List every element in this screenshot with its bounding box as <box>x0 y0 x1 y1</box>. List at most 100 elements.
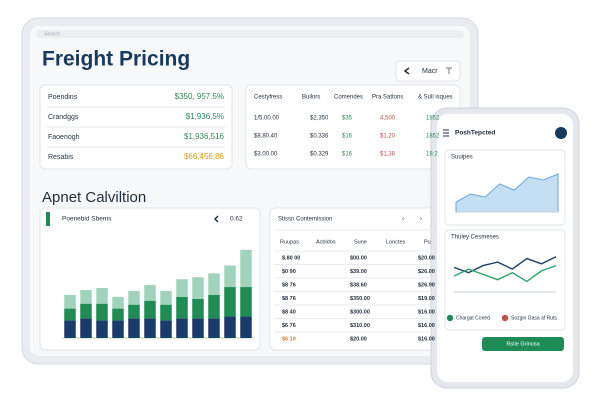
commission-cell: $8 40 <box>282 309 296 315</box>
search-placeholder: Search <box>44 31 60 37</box>
rates-cell: 1852 <box>426 134 440 140</box>
bar-segment <box>112 308 124 321</box>
prev-icon[interactable] <box>214 215 219 223</box>
bar-segment <box>208 318 220 338</box>
bar-segment <box>160 320 172 338</box>
commission-cell: $00.00 <box>350 255 367 261</box>
bar-segment <box>176 279 188 297</box>
bar-segment <box>64 294 76 309</box>
bar-segment <box>96 303 108 321</box>
phone-button-label: Rstie Grinosa <box>506 341 540 347</box>
bar-segment <box>208 294 220 319</box>
volume-card-accent <box>46 212 50 226</box>
rates-cell: 1/5.00.00 <box>254 116 280 122</box>
commission-cell: $300.00 <box>350 309 370 315</box>
legend-label: Chargat Coned <box>456 315 490 321</box>
bar-segment <box>160 304 172 321</box>
rates-header: Comendes <box>334 95 363 101</box>
bar-segment <box>96 288 108 304</box>
commission-cell: $0 90 <box>282 269 296 275</box>
chart-title: Suuipes <box>451 155 473 161</box>
legend-label: Sozgin Gasa af Ruts <box>511 315 557 321</box>
summary-value: $1,936,5% <box>186 112 224 121</box>
menu-button-label: Macr <box>422 68 438 75</box>
bar-segment <box>144 285 156 301</box>
summary-label: Crandggs <box>48 114 79 121</box>
phone-title: PoshTepcted <box>455 130 495 137</box>
commission-cell: $26.00 <box>418 269 435 275</box>
commission-cell: $350.00 <box>350 296 370 302</box>
bar-segment <box>64 308 76 321</box>
rates-cell: $1,38 <box>380 152 396 158</box>
commission-cell: $16.00 <box>418 323 435 329</box>
commission-prev[interactable]: ‹ <box>402 217 404 223</box>
bar-segment <box>160 290 172 305</box>
bar-segment <box>176 318 188 338</box>
bar-segment <box>208 273 220 295</box>
bar-segment <box>192 277 204 299</box>
rates-cell: $3.00.00 <box>254 152 278 158</box>
line-card <box>444 229 566 331</box>
rates-cell: $16 <box>342 152 353 158</box>
bar-segment <box>128 304 140 319</box>
commission-header: Sune <box>354 239 367 245</box>
phone-button[interactable] <box>482 337 564 351</box>
summary-value: $1,936,516 <box>184 132 225 141</box>
commission-cell: $.80 00 <box>282 255 300 261</box>
bar-segment <box>80 289 92 304</box>
rates-header: & Sull isques <box>418 95 453 101</box>
bar-segment <box>176 296 188 319</box>
volume-card <box>39 207 261 351</box>
rates-header: Cestyfress <box>254 95 282 101</box>
line <box>453 256 557 274</box>
commission-cell: $6 76 <box>282 323 296 329</box>
bar-segment <box>80 318 92 338</box>
commission-cell: $16.00 <box>418 336 435 342</box>
rates-cell: $2,350 <box>310 116 329 122</box>
bar-segment <box>224 265 236 288</box>
rates-cell: $0.336 <box>310 134 329 140</box>
rates-cell: $16 <box>342 134 353 140</box>
search-bar[interactable] <box>36 30 464 38</box>
rates-cell: $8.80.40 <box>254 134 278 140</box>
hamburger-icon[interactable] <box>443 129 449 137</box>
bar-segment <box>112 296 124 309</box>
bar-segment <box>112 320 124 338</box>
commission-next[interactable]: › <box>420 217 422 223</box>
commission-cell: $38.60 <box>350 282 367 288</box>
chart-title: Thuley Cesmeses <box>451 235 499 241</box>
commission-header: Pu <box>424 239 431 245</box>
bar-segment <box>240 316 252 338</box>
volume-card-title: Poenebid Sbems <box>62 216 112 223</box>
commission-cell: $6 10 <box>282 336 296 342</box>
bar-segment <box>224 287 236 317</box>
summary-label: Poendins <box>48 94 78 101</box>
chevron-icon <box>403 67 410 75</box>
summary-label: Resabis <box>48 154 74 161</box>
bar-segment <box>224 316 236 338</box>
summary-label: Faoenogh <box>48 134 80 141</box>
menu-button[interactable] <box>395 60 461 82</box>
avatar[interactable] <box>555 127 567 139</box>
bar-segment <box>128 290 140 305</box>
commission-header: Lonctes <box>386 239 406 245</box>
bar-segment <box>64 320 76 338</box>
rates-cell: 4,500 <box>380 116 396 122</box>
commission-cell: $8 76 <box>282 282 296 288</box>
bar-segment <box>144 300 156 319</box>
rates-header: Builors <box>302 95 320 101</box>
bar-segment <box>192 318 204 338</box>
rates-cell: $1,20 <box>380 134 396 140</box>
bar-segment <box>240 287 252 317</box>
bar-segment <box>128 318 140 338</box>
bar-segment <box>96 320 108 338</box>
bar-segment <box>240 249 252 288</box>
volume-card-control[interactable]: 0.62 <box>230 216 243 223</box>
rates-cell: $0.329 <box>310 152 329 158</box>
bar-segment <box>80 303 92 319</box>
rates-header: Pra Sattons <box>372 95 403 101</box>
commission-title: Stissn Contemission <box>278 217 332 223</box>
commission-cell: $8 76 <box>282 296 296 302</box>
rates-cell: 18:2 <box>426 152 438 158</box>
